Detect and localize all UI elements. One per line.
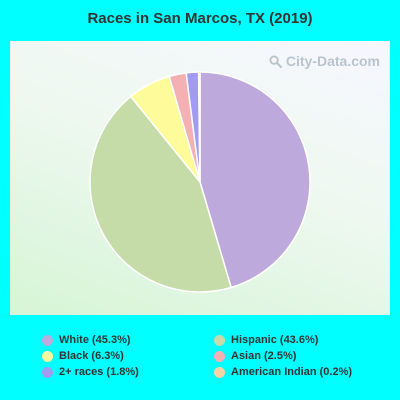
legend-item-3: Asian (2.5%) [214,350,296,362]
legend: White (45.3%) Hispanic (43.6%) Black (6.3%… [0,334,400,394]
legend-item-0: White (45.3%) [42,334,131,346]
legend-item-4: 2+ races (1.8%) [42,366,139,378]
plot-area: City-Data.com [10,41,390,315]
legend-swatch-5 [214,366,225,378]
legend-swatch-3 [214,350,225,362]
pie-slice-0 [199,71,311,289]
legend-item-1: Hispanic (43.6%) [214,334,318,346]
pie-chart [89,71,311,293]
legend-label-5: American Indian (0.2%) [231,366,353,378]
pie-slice-5 [197,71,201,183]
watermark-text: City-Data.com [285,53,380,69]
chart-title: Races in San Marcos, TX (2019) [87,10,313,27]
legend-label-3: Asian (2.5%) [231,350,297,362]
legend-swatch-4 [42,366,53,378]
legend-swatch-2 [42,350,53,362]
legend-swatch-0 [42,334,53,346]
legend-swatch-1 [214,334,225,346]
legend-label-0: White (45.3%) [59,334,131,346]
legend-item-2: Black (6.3%) [42,350,124,362]
legend-label-2: Black (6.3%) [59,350,124,362]
watermark: City-Data.com [269,53,380,69]
pie-slice-1 [89,95,233,293]
legend-item-5: American Indian (0.2%) [214,366,352,378]
legend-label-4: 2+ races (1.8%) [59,366,139,378]
magnifier-icon [269,54,282,68]
legend-label-1: Hispanic (43.6%) [231,334,319,346]
